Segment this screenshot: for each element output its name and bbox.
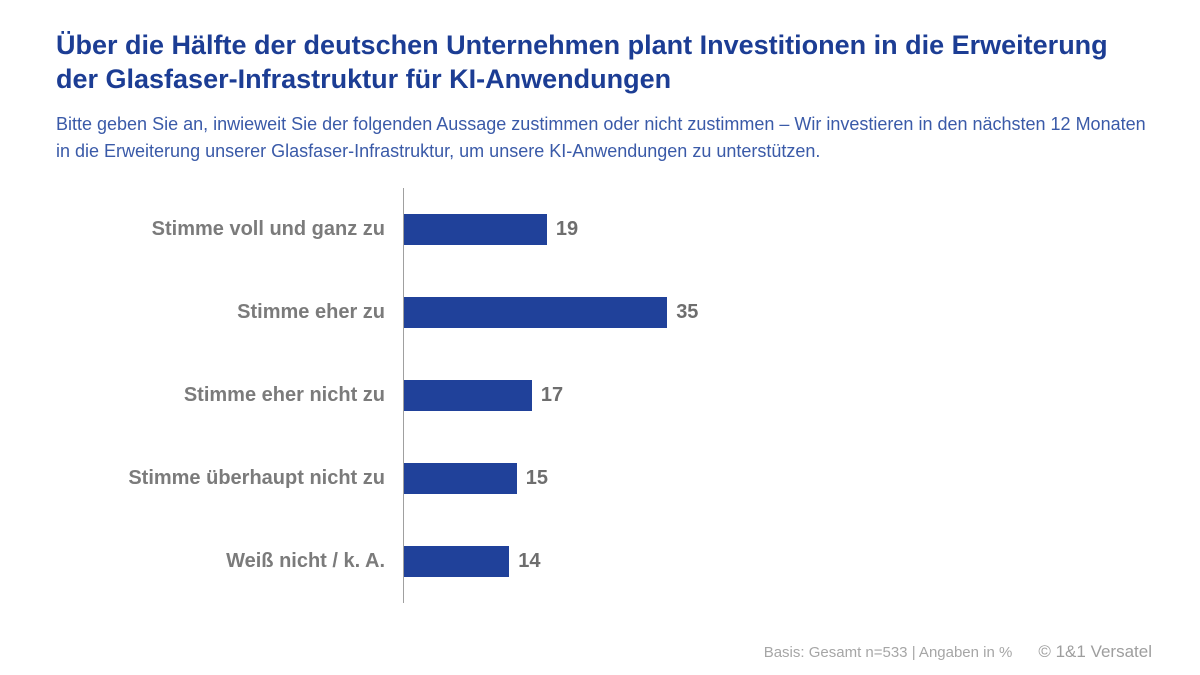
value-label: 35	[676, 301, 699, 323]
page-title: Über die Hälfte der deutschen Unternehme…	[56, 30, 1108, 94]
basis-note: Basis: Gesamt n=533 | Angaben in %	[763, 644, 1013, 661]
chart-row: Stimme eher nicht zu 17	[56, 354, 1156, 437]
plot-area: 15	[403, 437, 1156, 520]
horizontal-bar-chart: Stimme voll und ganz zu 19 Stimme eher z…	[56, 188, 1156, 603]
value-label: 17	[540, 384, 564, 406]
category-label: Weiß nicht / k. A.	[226, 550, 385, 572]
category-label: Stimme voll und ganz zu	[151, 218, 385, 240]
bar	[404, 463, 517, 494]
chart-row: Stimme überhaupt nicht zu 15	[56, 437, 1156, 520]
value-label: 19	[555, 218, 579, 240]
bar	[404, 297, 668, 328]
plot-area: 35	[403, 271, 1156, 354]
bar	[404, 546, 510, 577]
page-subtitle: Bitte geben Sie an, inwieweit Sie der fo…	[56, 114, 1146, 161]
value-label: 14	[518, 550, 541, 572]
chart-row: Stimme eher zu 35	[56, 271, 1156, 354]
plot-area: 14	[403, 520, 1156, 603]
copyright-note: © 1&1 Versatel	[1038, 642, 1152, 661]
plot-area: 17	[403, 354, 1156, 437]
footer: Basis: Gesamt n=533 | Angaben in % © 1&1…	[764, 642, 1152, 662]
category-label: Stimme eher nicht zu	[183, 384, 385, 406]
bar	[404, 380, 532, 411]
value-label: 15	[525, 467, 549, 489]
bar	[404, 214, 547, 245]
category-label: Stimme überhaupt nicht zu	[128, 467, 385, 489]
chart-row: Weiß nicht / k. A. 14	[56, 520, 1156, 603]
category-label: Stimme eher zu	[237, 301, 385, 323]
plot-area: 19	[403, 188, 1156, 271]
chart-row: Stimme voll und ganz zu 19	[56, 188, 1156, 271]
